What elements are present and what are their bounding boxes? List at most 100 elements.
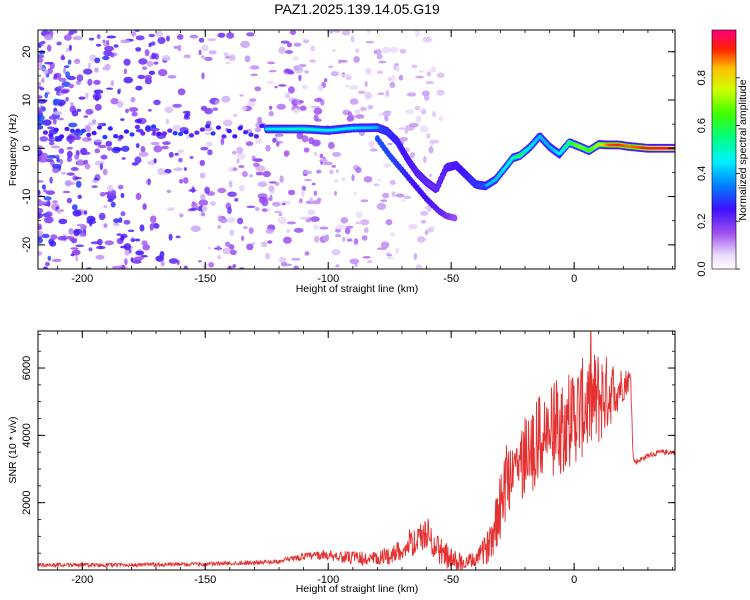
y-tick-label: 6000 <box>21 356 33 380</box>
spectrogram-band-cell <box>75 128 81 133</box>
spectrogram-noise-cell <box>168 233 173 241</box>
spectrogram-noise-cell <box>79 232 87 237</box>
spectrogram-noise-cell <box>200 212 206 217</box>
spectrogram-noise-cell <box>227 265 234 269</box>
spectrogram-noise-cell <box>110 98 119 105</box>
spectrogram-noise-cell <box>304 178 312 182</box>
spectrogram-noise-cell <box>44 33 53 41</box>
spectrogram-noise-cell <box>47 200 51 207</box>
spectrogram-noise-cell <box>131 111 138 117</box>
spectrogram-noise-cell <box>264 252 271 260</box>
spectrogram-noise-cell <box>293 227 304 233</box>
spectrogram-noise-cell <box>255 171 264 176</box>
spectrogram-noise-cell <box>150 41 156 46</box>
spectrogram-noise-cell <box>376 53 383 60</box>
spectrogram-noise-cell <box>91 180 99 183</box>
spectrogram-noise-cell <box>366 30 372 34</box>
spectrogram-noise-cell <box>76 223 86 227</box>
spectrogram-noise-cell <box>57 235 68 241</box>
spectrogram-noise-cell <box>311 182 316 186</box>
colorbar: 0.0 0.2 0.4 0.6 0.8 Normalized spectral ampl… <box>696 29 749 277</box>
spectrogram-noise-cell <box>350 35 355 43</box>
spectrogram-noise-cell <box>339 59 348 63</box>
spectrogram-noise-cell <box>83 210 88 215</box>
spectrogram-noise-cell <box>288 86 295 94</box>
spectrogram-noise-cell <box>99 163 104 171</box>
spectrogram-noise-cell <box>47 44 52 52</box>
spectrogram-noise-cell <box>375 49 382 55</box>
spectrogram-noise-cell <box>157 168 165 175</box>
spectrogram-noise-cell <box>298 100 304 104</box>
spectrogram-noise-cell <box>70 253 75 257</box>
spectrogram-noise-cell <box>420 219 426 224</box>
spectrogram-noise-cell <box>188 189 197 192</box>
spectrogram-noise-cell <box>261 208 268 212</box>
spectrogram-noise-cell <box>316 169 322 174</box>
spectrogram-noise-cell <box>262 170 271 178</box>
spectrogram-noise-cell <box>360 106 367 112</box>
spectrogram-noise-cell <box>177 149 185 154</box>
spectrogram-noise-cell <box>46 155 57 159</box>
spectrogram-noise-cell <box>113 218 120 224</box>
spectrogram-noise-cell <box>142 244 151 251</box>
spectrogram-noise-cell <box>148 70 156 76</box>
spectrogram-noise-cell <box>103 50 113 57</box>
x-tick-label: -200 <box>71 273 93 285</box>
spectrogram-noise-cell <box>316 197 322 202</box>
spectrogram-noise-cell <box>48 141 55 146</box>
spectrogram-noise-cell <box>246 205 256 208</box>
spectrogram-noise-cell <box>310 216 320 222</box>
spectrogram-noise-cell <box>168 258 179 264</box>
spectrogram-noise-cell <box>168 151 174 158</box>
spectrogram-noise-cell <box>432 110 437 118</box>
spectrogram-noise-cell <box>269 105 273 110</box>
spectrogram-noise-cell <box>188 208 198 211</box>
spectrogram-noise-cell <box>313 224 319 230</box>
colorbar-tick-label: 0.6 <box>696 118 708 133</box>
spectrogram-noise-cell <box>226 32 235 39</box>
colorbar-gradient <box>711 29 737 270</box>
spectrogram-band-cell <box>221 134 227 139</box>
spectrogram-noise-cell <box>63 65 70 69</box>
spectrogram-noise-cell <box>378 60 387 64</box>
spectrogram-noise-cell <box>98 212 106 221</box>
spectrogram-noise-cell <box>164 168 172 174</box>
spectrogram-noise-cell <box>111 265 122 269</box>
spectrogram-noise-cell <box>222 247 232 255</box>
spectrogram-noise-cell <box>383 163 392 168</box>
spectrogram-noise-cell <box>328 65 334 69</box>
spectrogram-noise-cell <box>280 40 290 44</box>
spectrogram-noise-cell <box>47 67 53 75</box>
spectrogram-noise-cell <box>62 190 71 194</box>
spectrogram-noise-cell <box>241 235 245 242</box>
spectrogram-noise-cell <box>425 81 435 85</box>
spectrogram-noise-cell <box>158 69 168 77</box>
spectrogram-noise-cell <box>88 37 95 41</box>
spectrogram-band-cell <box>48 133 54 138</box>
spectrogram-noise-cell <box>355 211 363 218</box>
spectrogram-noise-cell <box>173 45 179 49</box>
spectrogram-noise-cell <box>68 44 72 52</box>
spectrogram-noise-cell <box>286 42 293 48</box>
spectrogram-noise-cell <box>301 185 307 191</box>
spectrogram-noise-cell <box>134 156 142 164</box>
colorbar-label: Normalized spectral amplitude <box>737 79 749 220</box>
y-tick-label: 0 <box>21 145 33 151</box>
spectrogram-noise-cell <box>45 261 50 267</box>
spectrogram-noise-cell <box>141 66 148 70</box>
spectrogram-noise-cell <box>330 71 339 77</box>
spectrogram-noise-cell <box>247 101 256 107</box>
spectrogram-noise-cell <box>250 73 258 77</box>
spectrogram-ridge-core <box>375 126 380 129</box>
spectrogram-noise-cell <box>238 185 245 192</box>
spectrogram-noise-cell <box>322 156 326 160</box>
spectrogram-noise-cell <box>366 260 373 264</box>
spectrogram-noise-cell <box>233 113 238 118</box>
spectrogram-noise-cell <box>153 145 163 153</box>
x-tick-label: -100 <box>317 273 339 285</box>
figure-title: PAZ1.2025.139.14.05.G19 <box>274 1 440 17</box>
spectrogram-noise-cell <box>148 109 152 112</box>
spectrogram-noise-cell <box>377 178 382 182</box>
spectrogram-noise-cell <box>94 148 101 154</box>
